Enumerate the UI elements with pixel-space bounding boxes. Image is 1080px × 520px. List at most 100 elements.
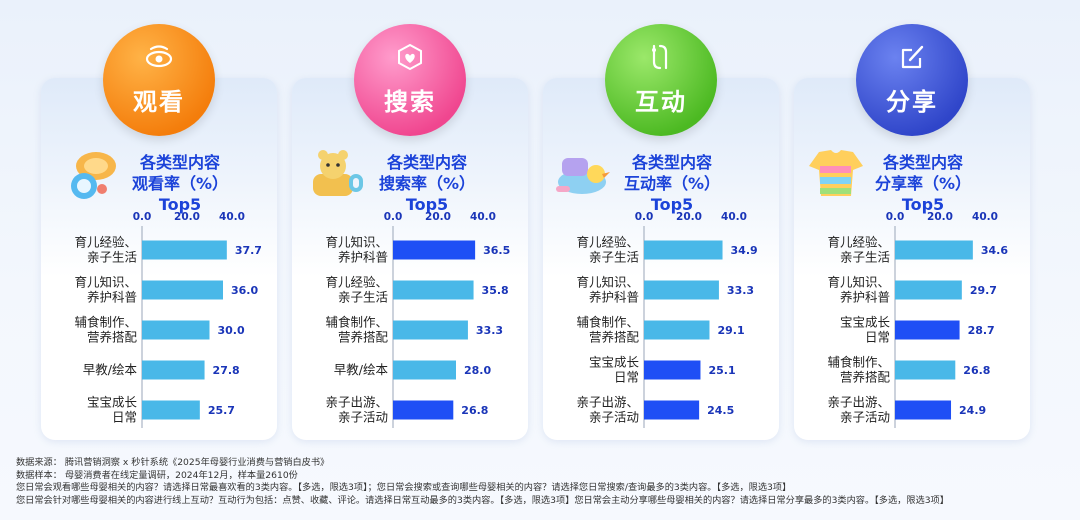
- category-label: 育儿知识、养护科普: [325, 235, 388, 265]
- category-label-line: 亲子出游、: [576, 395, 639, 410]
- bar-value-label: 28.0: [464, 364, 491, 377]
- x-tick-label: 20.0: [927, 211, 953, 223]
- interaction-icon: [652, 44, 668, 70]
- category-label-line: 育儿经验、: [827, 235, 890, 250]
- category-label-line: 养护科普: [87, 290, 137, 305]
- category-label: 育儿经验、亲子生活: [325, 275, 388, 305]
- badge-label: 搜索: [384, 88, 436, 116]
- category-label: 辅食制作、营养搭配: [576, 315, 639, 345]
- x-tick-label: 40.0: [721, 211, 747, 223]
- badge-search: 搜索: [354, 24, 466, 136]
- category-label: 育儿经验、亲子生活: [576, 235, 639, 265]
- badge-label: 互动: [635, 88, 687, 116]
- bar: [895, 280, 962, 300]
- question-note-1: 您日常会观看哪些母婴相关的内容？请选择日常最喜欢看的3类内容。【多选，限选3项】…: [16, 482, 792, 493]
- category-label-line: 辅食制作、: [576, 315, 639, 330]
- category-label-line: 早教/绘本: [83, 362, 138, 377]
- category-label: 育儿经验、亲子生活: [827, 235, 890, 265]
- category-label-line: 日常: [865, 330, 890, 345]
- title-line-1: 各类型内容: [882, 153, 963, 172]
- bar-value-label: 27.8: [213, 364, 240, 377]
- title-line-3: Top5: [901, 195, 945, 214]
- bar-value-label: 36.0: [231, 284, 258, 297]
- bar: [895, 360, 956, 380]
- category-label-line: 亲子活动: [840, 410, 890, 425]
- category-label-line: 早教/绘本: [334, 362, 389, 377]
- panel-title-share: 各类型内容 分享率（%） Top5: [858, 152, 988, 215]
- bar-value-label: 36.5: [483, 244, 510, 257]
- bar: [644, 360, 701, 380]
- category-label-line: 宝宝成长: [87, 395, 138, 410]
- category-label: 亲子出游、亲子活动: [325, 395, 388, 425]
- question-note-2: 您日常会针对哪些母婴相关的内容进行线上互动？互动行为包括：点赞、收藏、评论。请选…: [16, 494, 949, 506]
- baby-onesie-icon: [809, 150, 863, 196]
- bar-value-label: 34.6: [981, 244, 1008, 257]
- category-label-line: 亲子活动: [589, 410, 639, 425]
- share-edit-icon: [901, 45, 924, 69]
- category-label-line: 养护科普: [338, 250, 388, 265]
- category-label-line: 辅食制作、: [74, 315, 137, 330]
- category-label-line: 宝宝成长: [840, 315, 891, 330]
- bar: [393, 240, 476, 260]
- category-label-line: 育儿经验、: [74, 235, 137, 250]
- source-note: 数据来源： 腾讯营销洞察 x 秒针系统《2025年母婴行业消费与营销白皮书》: [16, 457, 330, 468]
- title-line-1: 各类型内容: [139, 153, 220, 172]
- category-label-line: 宝宝成长: [589, 355, 640, 370]
- category-label: 辅食制作、营养搭配: [325, 315, 388, 345]
- x-tick-label: 0.0: [635, 211, 654, 223]
- bar: [895, 320, 960, 340]
- search-heart-icon: [398, 43, 422, 71]
- panel-title-search: 各类型内容 搜索率（%） Top5: [362, 152, 492, 215]
- category-label-line: 亲子活动: [338, 410, 388, 425]
- x-tick-label: 0.0: [384, 211, 403, 223]
- bar: [644, 400, 700, 420]
- eye-icon: [145, 45, 173, 68]
- panel-title-watch: 各类型内容 观看率（%） Top5: [115, 152, 245, 215]
- category-label: 育儿知识、养护科普: [827, 275, 890, 305]
- x-tick-label: 0.0: [886, 211, 905, 223]
- bar-value-label: 33.3: [727, 284, 754, 297]
- category-label: 亲子出游、亲子活动: [827, 395, 890, 425]
- category-label-line: 亲子生活: [589, 250, 639, 265]
- bar: [644, 240, 723, 260]
- category-label: 育儿知识、养护科普: [576, 275, 639, 305]
- bar: [142, 280, 223, 300]
- category-label-line: 亲子生活: [338, 290, 388, 305]
- bar: [644, 280, 719, 300]
- category-label: 早教/绘本: [83, 362, 138, 377]
- category-label-line: 育儿经验、: [325, 275, 388, 290]
- title-line-2: 分享率（%）: [874, 174, 972, 193]
- badge-watch: 观看: [103, 24, 215, 136]
- bar: [895, 240, 973, 260]
- category-label-line: 日常: [614, 370, 639, 385]
- bar: [393, 320, 468, 340]
- bar-value-label: 24.5: [707, 404, 734, 417]
- bar-value-label: 35.8: [482, 284, 509, 297]
- bar-value-label: 29.1: [717, 324, 744, 337]
- x-tick-label: 20.0: [174, 211, 200, 223]
- bar: [142, 240, 227, 260]
- bar-value-label: 28.7: [968, 324, 995, 337]
- footnotes: 数据来源： 腾讯营销洞察 x 秒针系统《2025年母婴行业消费与营销白皮书》 数…: [16, 457, 1072, 507]
- title-line-3: Top5: [158, 195, 202, 214]
- baby-rattle-icon: [71, 152, 116, 199]
- category-label-line: 营养搭配: [87, 330, 138, 345]
- bar-value-label: 25.7: [208, 404, 235, 417]
- category-label: 早教/绘本: [334, 362, 389, 377]
- sample-note: 数据样本： 母婴消费者在线定量调研，2024年12月，样本量2610份: [16, 469, 298, 481]
- category-label-line: 日常: [112, 410, 137, 425]
- category-label: 辅食制作、营养搭配: [74, 315, 137, 345]
- panel-title-interact: 各类型内容 互动率（%） Top5: [607, 152, 737, 215]
- category-label: 宝宝成长日常: [589, 355, 640, 385]
- category-label-line: 亲子出游、: [827, 395, 890, 410]
- category-label-line: 养护科普: [840, 290, 890, 305]
- bar-value-label: 25.1: [708, 364, 735, 377]
- bar: [142, 320, 210, 340]
- category-label-line: 亲子生活: [87, 250, 137, 265]
- title-line-3: Top5: [650, 195, 694, 214]
- category-label-line: 育儿知识、: [74, 275, 137, 290]
- category-label-line: 育儿知识、: [827, 275, 890, 290]
- x-tick-label: 40.0: [219, 211, 245, 223]
- badge-interact: 互动: [605, 24, 717, 136]
